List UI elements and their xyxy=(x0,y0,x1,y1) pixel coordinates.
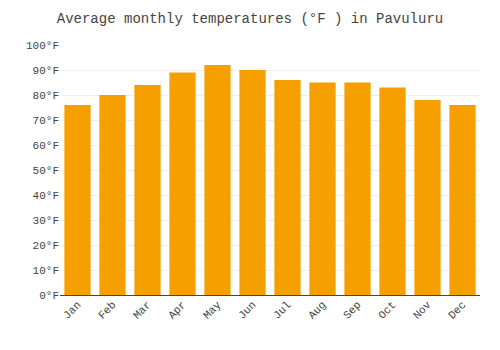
svg-text:Feb: Feb xyxy=(96,299,118,321)
svg-text:Jan: Jan xyxy=(61,299,83,321)
svg-text:Apr: Apr xyxy=(166,299,188,321)
svg-text:0°F: 0°F xyxy=(39,290,59,302)
svg-text:40°F: 40°F xyxy=(33,190,59,202)
svg-text:Nov: Nov xyxy=(411,299,434,322)
svg-text:Average monthly temperatures (: Average monthly temperatures (°F ) in Pa… xyxy=(57,11,443,27)
svg-text:80°F: 80°F xyxy=(33,90,59,102)
svg-text:50°F: 50°F xyxy=(33,165,59,177)
svg-text:Jul: Jul xyxy=(271,299,293,321)
svg-text:90°F: 90°F xyxy=(33,65,59,77)
svg-text:Oct: Oct xyxy=(376,299,398,321)
svg-text:Dec: Dec xyxy=(446,299,468,321)
svg-text:Sep: Sep xyxy=(341,299,363,321)
svg-text:Jun: Jun xyxy=(236,299,258,321)
svg-text:70°F: 70°F xyxy=(33,115,59,127)
svg-text:Aug: Aug xyxy=(306,299,328,321)
svg-text:Mar: Mar xyxy=(131,299,153,321)
svg-text:20°F: 20°F xyxy=(33,240,59,252)
svg-text:30°F: 30°F xyxy=(33,215,59,227)
svg-text:100°F: 100°F xyxy=(26,40,59,52)
svg-text:May: May xyxy=(201,299,224,322)
svg-text:60°F: 60°F xyxy=(33,140,59,152)
svg-text:10°F: 10°F xyxy=(33,265,59,277)
